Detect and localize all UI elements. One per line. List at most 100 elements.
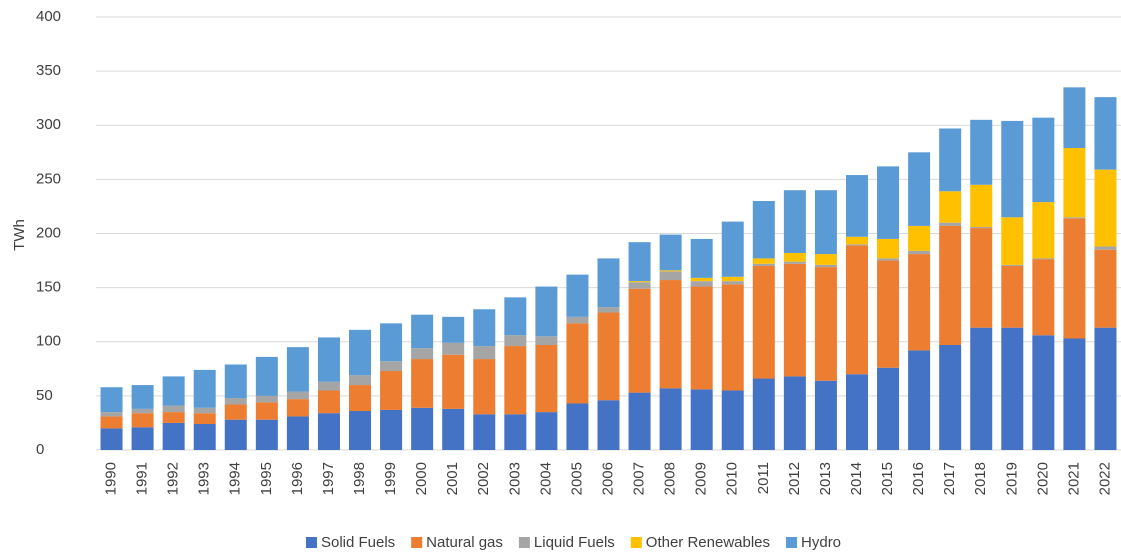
bar-segment xyxy=(566,274,589,317)
legend: Solid Fuels Natural gas Liquid Fuels Other … xyxy=(305,534,841,551)
bar-segment xyxy=(1001,265,1024,328)
bar-segment xyxy=(193,407,216,414)
bar-segment xyxy=(659,234,682,271)
bar-segment xyxy=(473,346,496,360)
bar-segment xyxy=(908,225,931,251)
bar-segment xyxy=(721,281,744,285)
bar-segment xyxy=(1063,218,1086,339)
bar-segment xyxy=(286,399,309,417)
bar-segment xyxy=(814,254,837,265)
bar-segment xyxy=(877,367,900,450)
bar-segment xyxy=(1001,120,1024,218)
bar-segment xyxy=(349,385,372,412)
bar-segment xyxy=(255,356,278,396)
x-tick-label: 2003 xyxy=(506,462,523,495)
bar-segment xyxy=(131,408,154,414)
bar-segment xyxy=(752,265,775,379)
bar-segment xyxy=(473,309,496,347)
bar-segment xyxy=(721,284,744,391)
bar-segment xyxy=(193,413,216,425)
bar-segment xyxy=(845,245,868,375)
bar-segment xyxy=(286,391,309,400)
bar-segment xyxy=(380,323,403,362)
x-tick-label: 2006 xyxy=(599,462,616,495)
bar-segment xyxy=(535,412,558,450)
bar-segment xyxy=(845,374,868,450)
bar-segment xyxy=(224,404,247,420)
bar-segment xyxy=(597,400,620,450)
bar-segment xyxy=(970,227,993,229)
bar-segment xyxy=(597,258,620,308)
x-tick-label: 2007 xyxy=(631,462,648,495)
bar-segment xyxy=(659,271,682,281)
x-tick-label: 1992 xyxy=(165,462,182,495)
legend-swatch xyxy=(518,537,530,548)
bar-segment xyxy=(380,370,403,410)
bar-segment xyxy=(1063,217,1086,219)
bar-segment xyxy=(1094,246,1117,250)
bar-segment xyxy=(628,392,651,450)
bar-segment xyxy=(659,388,682,450)
x-tick-label: 1994 xyxy=(227,462,244,495)
bar-segment xyxy=(224,398,247,405)
bar-segment xyxy=(1032,117,1055,203)
y-tick-label: 350 xyxy=(36,62,61,79)
bar-segment xyxy=(566,316,589,324)
bar-segment xyxy=(100,416,123,429)
bar-segment xyxy=(566,403,589,450)
y-tick-label: 0 xyxy=(36,441,44,458)
bar-segment xyxy=(1063,147,1086,218)
y-tick-label: 400 xyxy=(36,8,61,25)
bar-segment xyxy=(442,316,465,343)
legend-label: Other Renewables xyxy=(646,534,770,551)
bar-segment xyxy=(690,238,713,278)
bar-segment xyxy=(597,312,620,401)
bar-segment xyxy=(845,236,868,245)
bar-segment xyxy=(100,387,123,413)
bar-segment xyxy=(349,329,372,376)
bar-segment xyxy=(473,414,496,450)
bar-segment xyxy=(411,359,434,408)
bar-segment xyxy=(411,314,434,349)
bar-segment xyxy=(752,378,775,450)
bar-segment xyxy=(783,263,806,377)
bar-segment xyxy=(1094,169,1117,247)
bar-segment xyxy=(752,258,775,264)
bar-segment xyxy=(752,201,775,259)
bar-segment xyxy=(411,348,434,360)
bar-segment xyxy=(970,119,993,185)
bar-segment xyxy=(628,281,651,283)
y-tick-label: 200 xyxy=(36,224,61,241)
bar-segment xyxy=(1094,97,1117,170)
y-tick-label: 250 xyxy=(36,170,61,187)
bar-segment xyxy=(877,166,900,239)
bar-segment xyxy=(659,280,682,389)
bar-segment xyxy=(908,250,931,255)
bar-segment xyxy=(286,416,309,450)
bar-segment xyxy=(908,350,931,450)
bar-segment xyxy=(752,263,775,266)
bar-segment xyxy=(286,347,309,392)
x-tick-label: 2011 xyxy=(755,462,772,494)
bar-segment xyxy=(442,342,465,355)
bar-segment xyxy=(690,277,713,282)
bar-segment xyxy=(566,323,589,404)
x-tick-label: 2005 xyxy=(568,462,585,495)
bar-segment xyxy=(814,264,837,268)
x-tick-label: 1996 xyxy=(289,462,306,495)
bar-segment xyxy=(380,409,403,450)
bar-segment xyxy=(504,297,527,336)
legend-swatch xyxy=(305,537,317,548)
bar-segment xyxy=(255,395,278,403)
bar-segment xyxy=(504,346,527,415)
bar-segment xyxy=(939,225,962,345)
x-tick-label: 2009 xyxy=(693,462,710,495)
bar-segment xyxy=(845,175,868,237)
legend-label: Solid Fuels xyxy=(321,534,395,551)
x-tick-label: 2017 xyxy=(941,462,958,495)
y-axis-label: TWh xyxy=(11,219,28,251)
legend-label: Liquid Fuels xyxy=(534,534,615,551)
bar-segment xyxy=(1001,217,1024,265)
bar-segment xyxy=(1032,202,1055,259)
x-tick-label: 2022 xyxy=(1096,462,1113,495)
